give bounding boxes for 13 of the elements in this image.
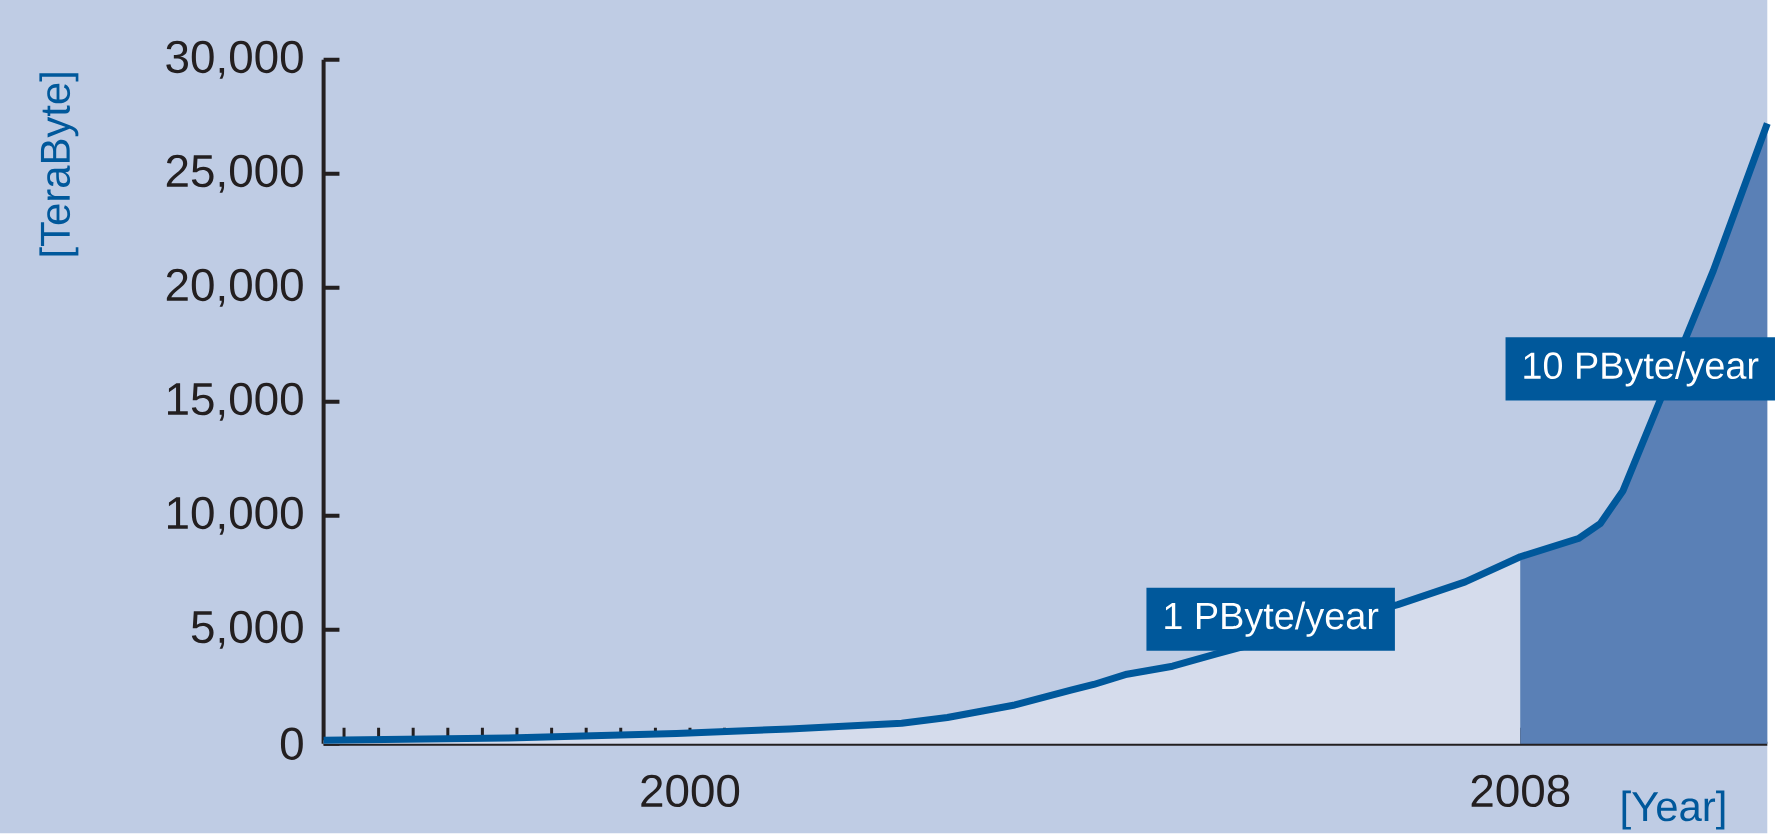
x-tick-label: 2008: [1471, 774, 1570, 807]
y-tick-label: 25,000: [166, 154, 303, 193]
annotation: 10 PByte/year: [1524, 351, 1759, 387]
x-tick-label: 2000: [641, 774, 740, 807]
y-tick-label: 20,000: [166, 268, 303, 307]
y-tick-label: 30,000: [166, 40, 303, 79]
y-axis-title: [TeraByte]: [39, 73, 79, 256]
annotation: 1 PByte/year: [1165, 601, 1379, 637]
y-tick-label: 0: [280, 727, 303, 760]
y-tick-label: 10,000: [168, 496, 303, 535]
x-axis-title: [Year]: [1622, 790, 1725, 830]
y-tick-label: 5,000: [191, 610, 303, 649]
y-tick-label: 15,000: [168, 382, 303, 421]
